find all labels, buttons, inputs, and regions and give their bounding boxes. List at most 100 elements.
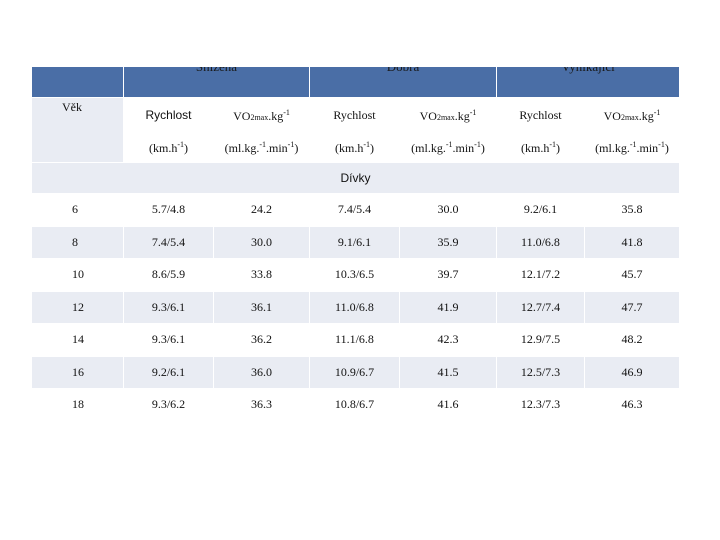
value-cell: 46.9 bbox=[584, 355, 680, 389]
value-cell: 41.8 bbox=[584, 225, 680, 259]
speed-header-good: Rychlost bbox=[309, 97, 400, 134]
fitness-norms-table: Snížená Dobrá Vynikající Věk Rychlost VO… bbox=[31, 66, 680, 422]
unit-main: (km.h bbox=[520, 141, 550, 155]
value-cell: 30.0 bbox=[213, 225, 310, 259]
unit-sup: -1 bbox=[287, 140, 295, 149]
unit-mid: .min bbox=[266, 141, 288, 155]
unit-mid: .min bbox=[636, 141, 659, 155]
value-cell: 11.0/6.8 bbox=[496, 225, 585, 259]
age-cell: 12 bbox=[31, 290, 124, 324]
vo2-rest: .kg bbox=[638, 108, 654, 123]
age-cell: 18 bbox=[31, 388, 124, 422]
group-header-excellent: Vynikající bbox=[496, 66, 680, 98]
value-cell: 10.8/6.7 bbox=[309, 388, 400, 422]
vo2-main: VO bbox=[419, 108, 437, 123]
table-row: 6 5.7/4.8 24.2 7.4/5.4 30.0 9.2/6.1 35.8 bbox=[31, 193, 680, 227]
value-cell: 10.3/6.5 bbox=[309, 258, 400, 292]
unit-main: (km.h bbox=[334, 141, 364, 155]
unit-end: ) bbox=[294, 141, 299, 155]
vo2-sup: -1 bbox=[653, 107, 661, 117]
column-header-row: Věk Rychlost VO2max.kg-1 Rychlost VO2max… bbox=[31, 97, 680, 163]
value-cell: 8.6/5.9 bbox=[123, 258, 214, 292]
section-row: Dívky bbox=[31, 162, 680, 194]
unit-sup: -1 bbox=[445, 140, 453, 149]
group-header-excellent-text: Vynikající bbox=[561, 66, 615, 75]
value-cell: 30.0 bbox=[399, 193, 497, 227]
group-header-low: Snížená bbox=[123, 66, 310, 98]
value-cell: 36.1 bbox=[213, 290, 310, 324]
unit-main: (ml.kg. bbox=[595, 141, 630, 155]
value-cell: 41.6 bbox=[399, 388, 497, 422]
unit-sup: -1 bbox=[177, 140, 184, 149]
vo2-rest: .kg bbox=[454, 108, 470, 123]
vo2-sub: 2max bbox=[620, 112, 639, 122]
value-cell: 9.3/6.1 bbox=[123, 290, 214, 324]
speed-header-low: Rychlost bbox=[123, 97, 214, 134]
value-cell: 11.0/6.8 bbox=[309, 290, 400, 324]
unit-end: ) bbox=[184, 141, 188, 155]
value-cell: 12.3/7.3 bbox=[496, 388, 585, 422]
age-cell: 6 bbox=[31, 193, 124, 227]
value-cell: 9.1/6.1 bbox=[309, 225, 400, 259]
vo2-main: VO bbox=[233, 108, 251, 123]
value-cell: 9.3/6.2 bbox=[123, 388, 214, 422]
value-cell: 41.9 bbox=[399, 290, 497, 324]
value-cell: 12.7/7.4 bbox=[496, 290, 585, 324]
unit-sup: -1 bbox=[474, 140, 481, 149]
value-cell: 48.2 bbox=[584, 323, 680, 357]
speed-unit-low: (km.h-1) bbox=[123, 133, 214, 163]
value-cell: 33.8 bbox=[213, 258, 310, 292]
vo2-header-low: VO2max.kg-1 bbox=[213, 97, 310, 134]
vo2-sup: -1 bbox=[283, 107, 290, 117]
vo2-sub: 2max bbox=[436, 112, 455, 122]
age-cell: 10 bbox=[31, 258, 124, 292]
value-cell: 42.3 bbox=[399, 323, 497, 357]
unit-main: (km.h bbox=[148, 141, 178, 155]
unit-main: (ml.kg. bbox=[224, 141, 260, 155]
table-row: 12 9.3/6.1 36.1 11.0/6.8 41.9 12.7/7.4 47.7 bbox=[31, 290, 680, 324]
value-cell: 7.4/5.4 bbox=[309, 193, 400, 227]
value-cell: 12.1/7.2 bbox=[496, 258, 585, 292]
value-cell: 36.0 bbox=[213, 355, 310, 389]
value-cell: 36.2 bbox=[213, 323, 310, 357]
unit-end: ) bbox=[370, 141, 374, 155]
unit-end: ) bbox=[556, 141, 560, 155]
value-cell: 41.5 bbox=[399, 355, 497, 389]
unit-sup: -1 bbox=[259, 140, 266, 149]
vo2-unit-excellent: (ml.kg.-1.min-1) bbox=[584, 133, 680, 163]
table-row: 18 9.3/6.2 36.3 10.8/6.7 41.6 12.3/7.3 46.3 bbox=[31, 388, 680, 422]
group-header-low-text: Snížená bbox=[195, 66, 238, 75]
vo2-main: VO bbox=[603, 108, 621, 123]
unit-sup: -1 bbox=[549, 140, 556, 149]
value-cell: 9.2/6.1 bbox=[496, 193, 585, 227]
value-cell: 35.9 bbox=[399, 225, 497, 259]
speed-unit-excellent: (km.h-1) bbox=[496, 133, 585, 163]
unit-sup: -1 bbox=[629, 140, 637, 149]
value-cell: 46.3 bbox=[584, 388, 680, 422]
age-header: Věk bbox=[31, 97, 124, 163]
units-row: (km.h-1) (ml.kg.-1.min-1) (km.h-1) (ml.k… bbox=[32, 133, 680, 163]
vo2-sub: 2max bbox=[250, 112, 269, 122]
value-cell: 7.4/5.4 bbox=[123, 225, 214, 259]
band-empty-cell bbox=[31, 66, 124, 98]
vo2-unit-low: (ml.kg.-1.min-1) bbox=[213, 133, 310, 163]
value-cell: 35.8 bbox=[584, 193, 680, 227]
speed-header-excellent: Rychlost bbox=[496, 97, 585, 134]
age-cell: 14 bbox=[31, 323, 124, 357]
value-cell: 36.3 bbox=[213, 388, 310, 422]
vo2-unit-good: (ml.kg.-1.min-1) bbox=[399, 133, 497, 163]
value-cell: 10.9/6.7 bbox=[309, 355, 400, 389]
value-cell: 47.7 bbox=[584, 290, 680, 324]
table-body: 6 5.7/4.8 24.2 7.4/5.4 30.0 9.2/6.1 35.8 8 7.4/5… bbox=[31, 193, 680, 422]
section-label-girls: Dívky bbox=[31, 162, 680, 194]
speed-unit-good: (km.h-1) bbox=[309, 133, 400, 163]
value-cell: 9.2/6.1 bbox=[123, 355, 214, 389]
value-cell: 24.2 bbox=[213, 193, 310, 227]
vo2-sup: -1 bbox=[469, 107, 477, 117]
value-cell: 12.9/7.5 bbox=[496, 323, 585, 357]
table-row: 16 9.2/6.1 36.0 10.9/6.7 41.5 12.5/7.3 46.9 bbox=[31, 355, 680, 389]
table-row: 10 8.6/5.9 33.8 10.3/6.5 39.7 12.1/7.2 45.7 bbox=[31, 258, 680, 292]
value-cell: 11.1/6.8 bbox=[309, 323, 400, 357]
group-header-good-text: Dobrá bbox=[386, 66, 420, 75]
group-header-row: Snížená Dobrá Vynikající bbox=[31, 66, 680, 98]
